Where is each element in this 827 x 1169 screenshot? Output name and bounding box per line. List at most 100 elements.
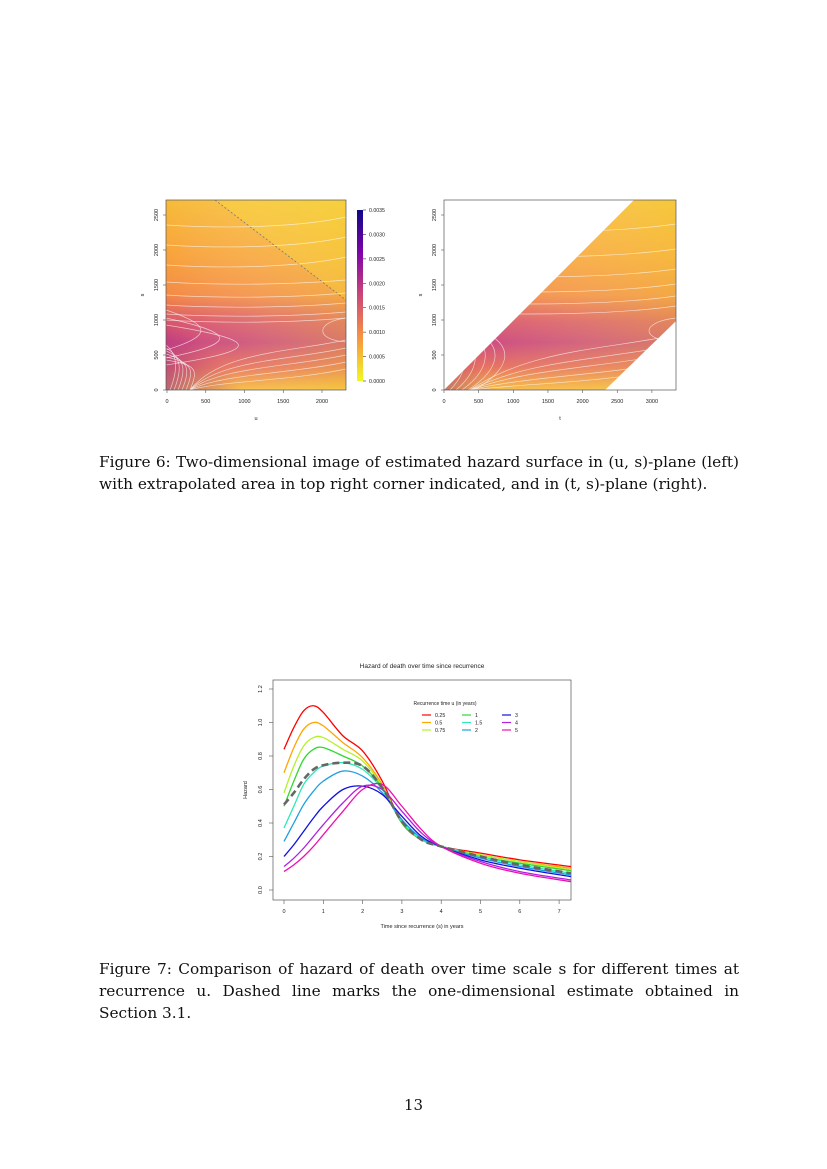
series-line-u-3 — [283, 785, 571, 878]
contour-line — [166, 344, 176, 390]
contour-line — [166, 311, 346, 317]
legend-label: 4 — [515, 721, 518, 727]
y-tick-label: 1000 — [154, 314, 160, 326]
legend-label: 2 — [475, 728, 478, 734]
legend-label: 1.5 — [475, 721, 482, 727]
y-axis-label: s — [418, 293, 424, 296]
contour-line — [166, 359, 195, 390]
y-tick-label: 0.8 — [258, 752, 264, 760]
y-axis-label: s — [140, 293, 146, 296]
x-tick-label: 2000 — [316, 399, 328, 405]
y-tick-label: 0.6 — [258, 786, 264, 794]
colorbar-tick-label: 0.0025 — [369, 257, 385, 263]
x-axis-label: t — [559, 416, 561, 422]
x-tick-label: 1000 — [507, 399, 519, 405]
contour-line — [189, 347, 346, 390]
extrapolation-boundary — [214, 200, 346, 301]
x-tick-label: 2500 — [611, 399, 623, 405]
y-tick-label: 0.2 — [258, 853, 264, 861]
contour-line — [166, 353, 188, 390]
y-tick-label: 500 — [154, 350, 160, 359]
hazard-surface-us-plane — [166, 200, 346, 390]
colorbar-tick-label: 0.0015 — [369, 306, 385, 312]
legend-label: 1 — [475, 713, 478, 719]
contour-line — [166, 279, 346, 285]
contour-line — [166, 292, 346, 298]
series-line-u-2 — [283, 770, 571, 876]
x-tick-label: 0 — [442, 399, 445, 405]
x-axis-label: Time since recurrence (s) in years — [381, 924, 464, 930]
page-number: 13 — [403, 1096, 424, 1114]
series-line-u-0_5 — [283, 721, 571, 869]
x-tick-label: 5 — [479, 909, 482, 915]
x-tick-label: 3000 — [646, 399, 658, 405]
x-tick-label: 1000 — [238, 399, 250, 405]
contour-line — [166, 356, 191, 390]
y-tick-label: 1.2 — [258, 685, 264, 693]
colorbar-tick-label: 0.0030 — [369, 232, 385, 238]
contour-line — [166, 350, 184, 390]
y-tick-label: 1500 — [432, 279, 438, 291]
contour-lines — [166, 216, 346, 390]
series-line-u-5 — [283, 782, 571, 883]
figure-6: 0.0000 0.0005 0.0010 0.0015 0.0020 0.0025 0.00… — [140, 199, 677, 422]
contour-line — [166, 347, 180, 390]
y-tick-label: 500 — [432, 350, 438, 359]
x-tick-label: 4 — [440, 909, 443, 915]
x-tick-label: 1 — [322, 909, 325, 915]
contour-line — [166, 317, 220, 359]
contour-line — [166, 236, 346, 248]
x-tick-label: 2 — [361, 909, 364, 915]
legend-label: 5 — [515, 728, 518, 734]
x-tick-label: 6 — [518, 909, 521, 915]
y-tick-label: 1.0 — [258, 719, 264, 727]
x-tick-label: 500 — [474, 399, 483, 405]
contour-line — [189, 368, 346, 390]
x-tick-label: 3 — [400, 909, 403, 915]
x-tick-label: 0 — [282, 909, 285, 915]
colorbar-tick-label: 0.0005 — [369, 355, 385, 361]
contour-line — [189, 339, 346, 390]
colorbar-tick-label: 0.0020 — [369, 281, 385, 287]
legend-label: 0.75 — [435, 728, 445, 734]
legend-label: 0.25 — [435, 713, 445, 719]
contour-line — [322, 317, 346, 343]
plot-area — [272, 679, 572, 901]
y-tick-label: 0 — [154, 388, 160, 391]
y-tick-label: 2000 — [432, 244, 438, 256]
contour-line — [166, 309, 202, 351]
series-line-u-0_75 — [283, 735, 571, 871]
legend-label: 3 — [515, 713, 518, 719]
x-tick-label: 500 — [201, 399, 210, 405]
y-tick-label: 1000 — [432, 314, 438, 326]
x-tick-label: 0 — [165, 399, 168, 405]
y-tick-label: 0.4 — [258, 819, 264, 827]
y-tick-label: 2500 — [432, 209, 438, 221]
contour-line — [166, 324, 239, 366]
contour-line — [189, 354, 346, 390]
series-line-u-4 — [283, 784, 571, 881]
legend-label: 0.5 — [435, 721, 442, 727]
colorbar-tick-label: 0.0035 — [369, 208, 385, 214]
y-tick-label: 0 — [432, 388, 438, 391]
contour-line — [189, 361, 346, 390]
colorbar-tick-label: 0.0000 — [369, 379, 385, 385]
x-axis-label: u — [254, 416, 257, 422]
x-tick-label: 2000 — [576, 399, 588, 405]
y-tick-label: 2500 — [154, 209, 160, 221]
contour-line — [166, 216, 346, 228]
contour-line — [166, 302, 346, 308]
x-tick-label: 1500 — [542, 399, 554, 405]
legend-title: Recurrence time u (in years) — [413, 701, 476, 707]
one-dimensional-estimate-dashed-line — [283, 761, 572, 875]
x-tick-label: 1500 — [277, 399, 289, 405]
colorbar — [357, 210, 363, 381]
y-tick-label: 1500 — [154, 279, 160, 291]
contour-line — [166, 317, 346, 323]
chart-title: Hazard of death over time since recurren… — [360, 663, 485, 670]
series-line-u-1_5 — [283, 761, 571, 874]
x-tick-label: 7 — [558, 909, 561, 915]
figure-7-caption: Figure 7: Comparison of hazard of death … — [99, 960, 739, 1022]
y-axis-label: Hazard — [243, 781, 249, 799]
